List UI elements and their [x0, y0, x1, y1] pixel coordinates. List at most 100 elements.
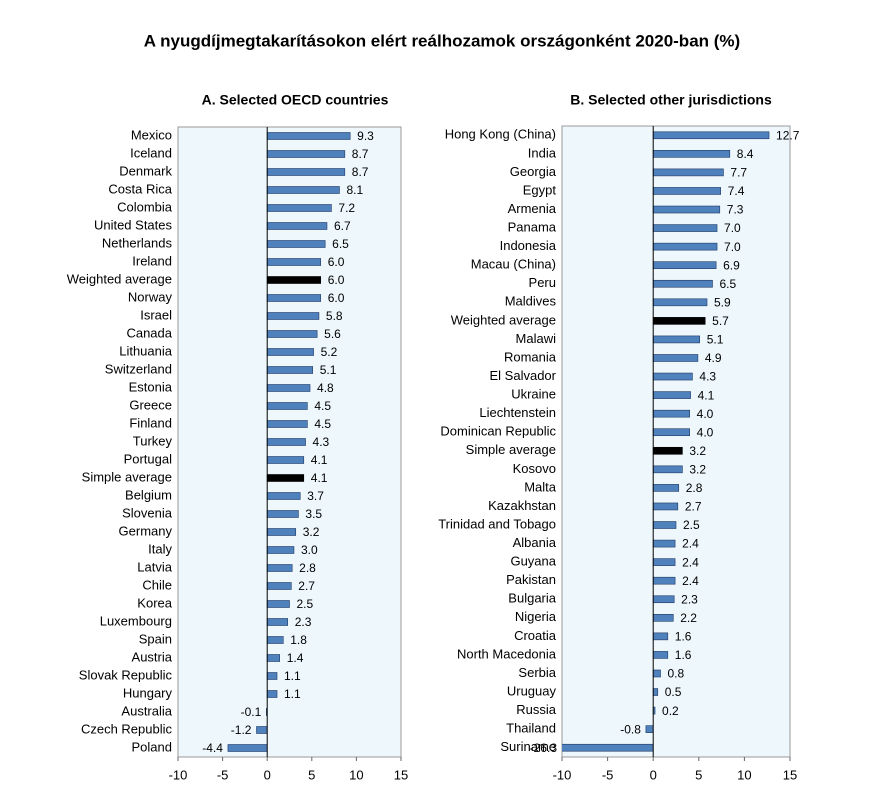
value-label: 6.0 — [328, 255, 345, 269]
value-label: -0.8 — [620, 722, 641, 736]
y-tick-label: Israel — [140, 307, 172, 322]
bar — [266, 546, 295, 554]
y-tick-label: Suriname — [500, 739, 556, 754]
bar — [266, 240, 326, 248]
bar — [652, 150, 731, 158]
y-tick-label: Finland — [129, 415, 172, 430]
value-label: 1.6 — [675, 630, 692, 644]
bar — [652, 409, 690, 418]
value-label: 8.1 — [346, 183, 363, 197]
y-tick-label: Luxembourg — [100, 613, 172, 628]
y-tick-label: Albania — [513, 535, 557, 550]
y-tick-label: El Salvador — [490, 368, 557, 383]
y-tick-label: Czech Republic — [81, 721, 173, 736]
value-label: 3.0 — [301, 543, 318, 557]
bar — [652, 242, 718, 251]
y-tick-label: Colombia — [117, 199, 173, 214]
value-label: 8.7 — [352, 147, 369, 161]
y-tick-label: Austria — [132, 649, 173, 664]
y-tick-label: Liechtenstein — [479, 405, 556, 420]
y-tick-label: Indonesia — [500, 238, 557, 253]
y-tick-label: Mexico — [131, 127, 172, 142]
value-label: 7.7 — [730, 166, 747, 180]
value-label: 7.3 — [727, 203, 744, 217]
value-label: 1.6 — [675, 648, 692, 662]
bar — [266, 564, 293, 572]
bar — [652, 688, 659, 696]
bar — [227, 744, 268, 752]
y-tick-label: Dominican Republic — [440, 424, 556, 439]
value-label: 4.1 — [311, 453, 328, 467]
y-tick-label: Georgia — [510, 164, 557, 179]
x-tick-label: -10 — [169, 767, 188, 782]
bar — [652, 354, 699, 362]
bar — [652, 595, 675, 604]
bar — [652, 391, 691, 399]
value-label: 1.8 — [290, 633, 307, 647]
bar — [266, 258, 322, 266]
y-tick-label: Chile — [142, 577, 172, 592]
y-tick-label: Russia — [516, 702, 557, 717]
x-tick-label: 5 — [695, 767, 702, 782]
bar — [266, 276, 322, 284]
bar — [652, 205, 721, 214]
y-tick-label: Guyana — [510, 554, 556, 569]
bar — [266, 222, 328, 230]
y-tick-label: Uruguay — [507, 683, 557, 698]
value-label: 2.3 — [681, 592, 698, 606]
value-label: 1.4 — [287, 651, 304, 665]
value-label: 4.5 — [314, 417, 331, 431]
y-tick-label: Slovenia — [122, 505, 173, 520]
value-label: 3.2 — [303, 525, 320, 539]
y-tick-label: Panama — [508, 220, 557, 235]
bar — [652, 632, 669, 641]
y-tick-label: Spain — [139, 631, 172, 646]
bar — [266, 618, 289, 626]
bar — [266, 294, 322, 302]
y-tick-label: Switzerland — [105, 361, 172, 376]
value-label: 0.2 — [662, 704, 679, 718]
bar — [652, 614, 674, 622]
y-tick-label: Egypt — [523, 182, 557, 197]
y-tick-label: Estonia — [129, 379, 173, 394]
value-label: 4.5 — [314, 399, 331, 413]
y-tick-label: Maldives — [505, 294, 557, 309]
y-tick-label: Pakistan — [506, 572, 556, 587]
y-tick-label: Bulgaria — [508, 591, 556, 606]
bar — [266, 384, 311, 392]
y-tick-label: Serbia — [518, 665, 556, 680]
bar — [266, 654, 280, 662]
y-tick-label: Lithuania — [119, 343, 173, 358]
value-label: 4.3 — [313, 435, 330, 449]
value-label: 6.7 — [334, 219, 351, 233]
value-label: 2.7 — [685, 500, 702, 514]
bar — [266, 636, 284, 644]
bar — [266, 438, 306, 446]
value-label: 1.1 — [284, 669, 301, 683]
bar — [266, 168, 346, 176]
y-tick-label: Peru — [529, 275, 556, 290]
value-label: 2.4 — [682, 555, 699, 569]
y-tick-label: United States — [94, 217, 173, 232]
value-label: 5.1 — [707, 333, 724, 347]
y-tick-label: Hong Kong (China) — [445, 127, 556, 142]
value-label: 5.8 — [326, 309, 343, 323]
value-label: 2.5 — [297, 597, 314, 611]
x-tick-label: 0 — [650, 767, 657, 782]
panel-title: B. Selected other jurisdictions — [570, 92, 772, 108]
y-tick-label: Macau (China) — [471, 257, 556, 272]
y-tick-label: Australia — [121, 703, 172, 718]
value-label: 1.1 — [284, 687, 301, 701]
value-label: 0.5 — [665, 685, 682, 699]
value-label: 4.9 — [705, 351, 722, 365]
panel-title: A. Selected OECD countries — [202, 92, 389, 108]
bar — [266, 492, 301, 500]
y-tick-label: Italy — [148, 541, 172, 556]
value-label: -26.3 — [530, 741, 558, 755]
y-tick-label: Netherlands — [102, 235, 173, 250]
bar — [266, 690, 278, 698]
bar — [645, 725, 654, 733]
bar — [266, 474, 305, 482]
bar — [266, 402, 308, 410]
